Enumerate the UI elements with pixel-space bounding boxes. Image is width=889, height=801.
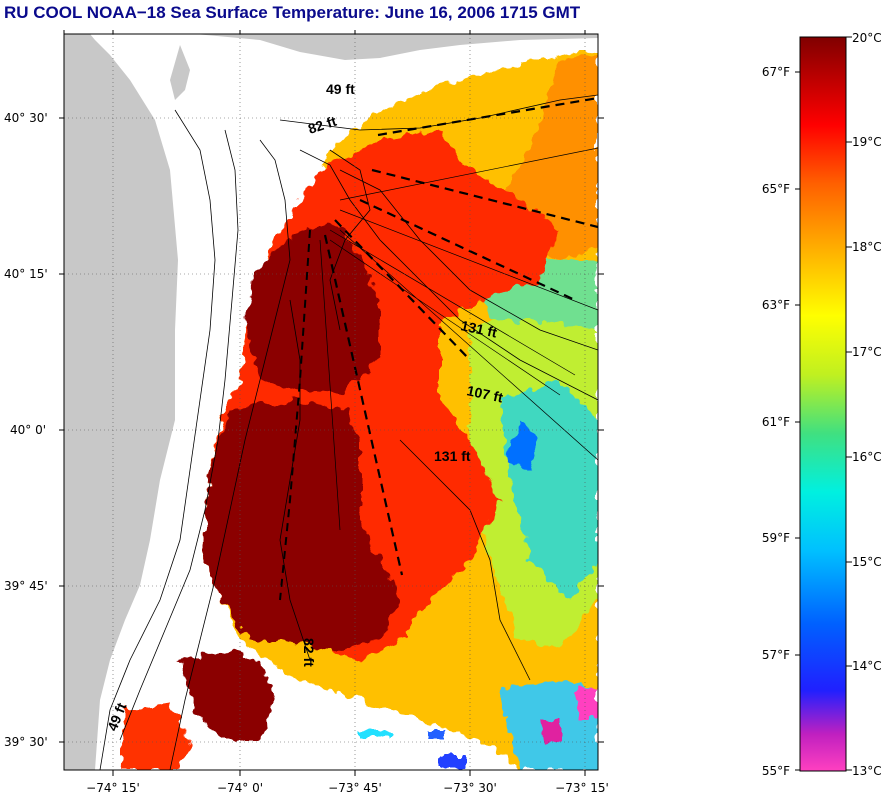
f-label-57: 57°F: [762, 648, 790, 662]
transect-6: [279, 229, 311, 601]
contour-107ft: [299, 149, 598, 401]
depth-label-131ft-south: 131 ft: [434, 448, 471, 464]
transect-3: [359, 199, 576, 301]
c-label-19: 19°C: [852, 135, 882, 149]
transect-2: [371, 168, 598, 229]
contour-long-island: [279, 94, 598, 131]
lon-label-73-15: −73° 15': [555, 781, 609, 795]
c-label-15: 15°C: [852, 555, 882, 569]
transect-layer: [279, 96, 598, 601]
c-label-14: 14°C: [852, 659, 882, 673]
contour-layer: [99, 94, 598, 770]
sst-field: [120, 50, 598, 770]
lon-label-73-30: −73° 30': [443, 781, 497, 795]
f-label-63: 63°F: [762, 298, 790, 312]
c-label-17: 17°C: [852, 345, 882, 359]
c-label-13: 13°C: [852, 764, 882, 778]
latitude-labels: 40° 30' 40° 15' 40° 0' 39° 45' 39° 30': [4, 111, 48, 749]
coastline: [99, 109, 216, 770]
map-title: RU COOL NOAA−18 Sea Surface Temperature:…: [4, 3, 581, 22]
graticule: [64, 34, 598, 770]
lon-label-74-15: −74° 15': [86, 781, 140, 795]
thin-tracks: [319, 147, 598, 531]
tick-marks: [59, 30, 604, 776]
lon-label-74-0: −74° 0': [217, 781, 263, 795]
f-label-55: 55°F: [762, 764, 790, 778]
contour-82ft: [169, 139, 291, 770]
contour-inner: [279, 299, 311, 661]
contour-131ft-south: [399, 439, 531, 681]
staten-island-land: [170, 45, 190, 100]
c-label-16: 16°C: [852, 450, 882, 464]
transect-4: [334, 219, 471, 361]
plot-frame: [63, 33, 599, 771]
contour-131ft-north: [339, 169, 598, 351]
lat-label-39-45: 39° 45': [4, 579, 48, 593]
c-label-18: 18°C: [852, 240, 882, 254]
longitude-labels: −74° 15' −74° 0' −73° 45' −73° 30' −73° …: [86, 781, 609, 795]
lat-label-40-15: 40° 15': [4, 267, 48, 281]
f-label-65: 65°F: [762, 182, 790, 196]
colorbar-gradient: [799, 36, 847, 772]
lat-label-40-0: 40° 0': [10, 423, 46, 437]
colorbar: 67°F 65°F 63°F 61°F 59°F 57°F 55°F 20°C …: [762, 31, 882, 778]
depth-label-107ft: 107 ft: [465, 382, 504, 405]
depth-label-131ft-east: 131 ft: [459, 317, 498, 340]
f-label-61: 61°F: [762, 415, 790, 429]
c-label-20: 20°C: [852, 31, 882, 45]
transect-1: [377, 96, 598, 137]
lat-label-40-30: 40° 30': [4, 111, 48, 125]
f-label-67: 67°F: [762, 65, 790, 79]
lon-label-73-45: −73° 45': [328, 781, 382, 795]
depth-label-82ft-south: 82 ft: [301, 638, 317, 667]
transect-5: [323, 234, 404, 576]
contour-49ft: [119, 129, 239, 741]
lat-label-39-30: 39° 30': [4, 735, 48, 749]
f-label-59: 59°F: [762, 531, 790, 545]
depth-label-49ft-north: 49 ft: [326, 81, 355, 97]
long-island-land: [195, 34, 598, 60]
